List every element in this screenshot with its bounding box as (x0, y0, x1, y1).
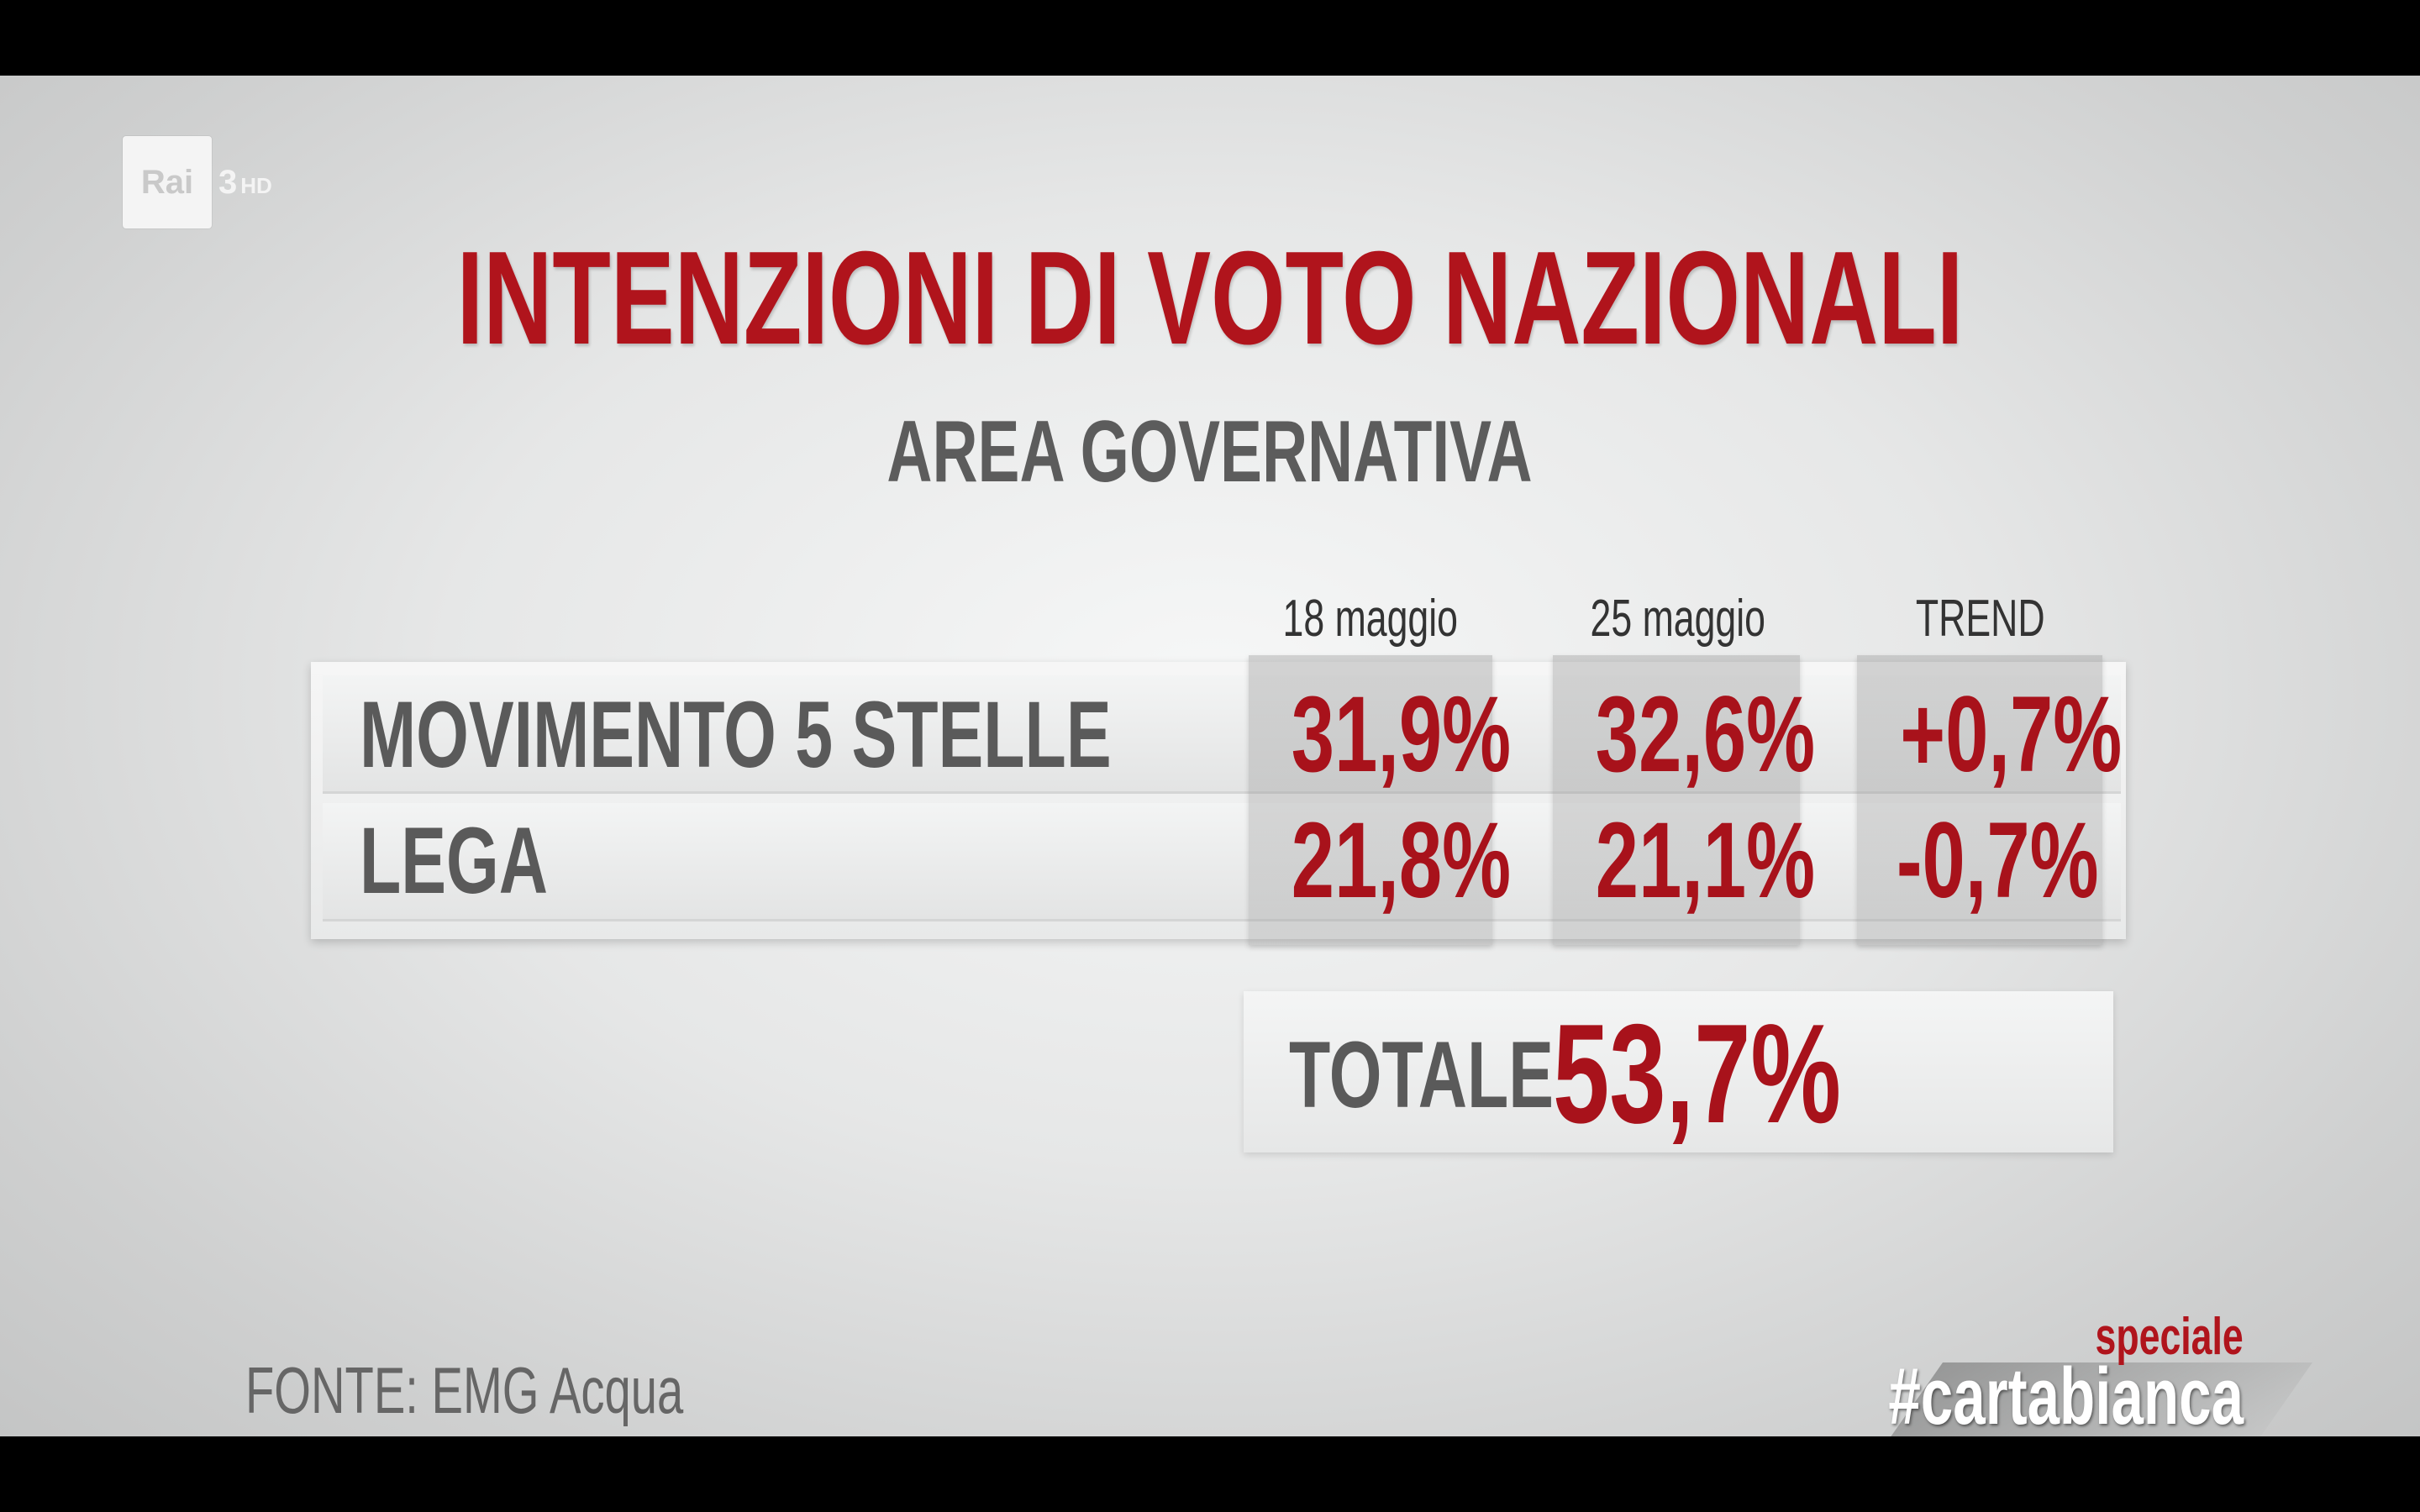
row-band-2 (323, 803, 2121, 921)
cell-m5s-trend: +0,7% (1900, 675, 2123, 795)
channel-number: 3 (218, 163, 238, 201)
column-band-1 (1249, 655, 1492, 945)
program-logo: speciale #cartabianca (1871, 1308, 2313, 1436)
rai-logo-text: Rai (140, 163, 194, 201)
row-band-1 (323, 675, 2121, 794)
broadcast-graphic: Rai 3 HD INTENZIONI DI VOTO NAZIONALI AR… (0, 76, 2420, 1436)
chart-subtitle: AREA GOVERNATIVA (0, 402, 2420, 502)
chart-title: INTENZIONI DI VOTO NAZIONALI (0, 227, 2420, 370)
column-header-3: TREND (1916, 590, 2045, 648)
program-logo-main: #cartabianca (1888, 1352, 2244, 1437)
source-note: FONTE: EMG Acqua (245, 1353, 684, 1427)
party-label-lega: LEGA (360, 808, 549, 913)
cell-lega-18-maggio: 21,8% (1291, 801, 1512, 921)
cell-m5s-18-maggio: 31,9% (1291, 675, 1512, 795)
column-band-3 (1857, 655, 2102, 945)
chart-title-text: INTENZIONI DI VOTO NAZIONALI (456, 224, 1964, 372)
letterbox-bottom (0, 1436, 2420, 1512)
total-panel (1244, 991, 2113, 1152)
rai-logo-box: Rai (123, 136, 212, 228)
column-header-1: 18 maggio (1282, 590, 1459, 648)
cell-m5s-25-maggio: 32,6% (1595, 675, 1816, 795)
channel-suffix: HD (240, 172, 272, 198)
column-header-2: 25 maggio (1590, 590, 1766, 648)
total-value: 53,7% (1553, 995, 1841, 1152)
party-label-m5s: MOVIMENTO 5 STELLE (360, 682, 1112, 787)
cell-lega-trend: -0,7% (1896, 801, 2099, 921)
program-logo-small: speciale (2095, 1308, 2244, 1366)
column-band-2 (1553, 655, 1800, 945)
letterbox-top (0, 0, 2420, 76)
cell-lega-25-maggio: 21,1% (1595, 801, 1816, 921)
chart-subtitle-text: AREA GOVERNATIVA (886, 403, 1534, 501)
channel-logo: Rai 3 HD (123, 136, 272, 228)
total-label: TOTALE (1289, 1022, 1555, 1127)
